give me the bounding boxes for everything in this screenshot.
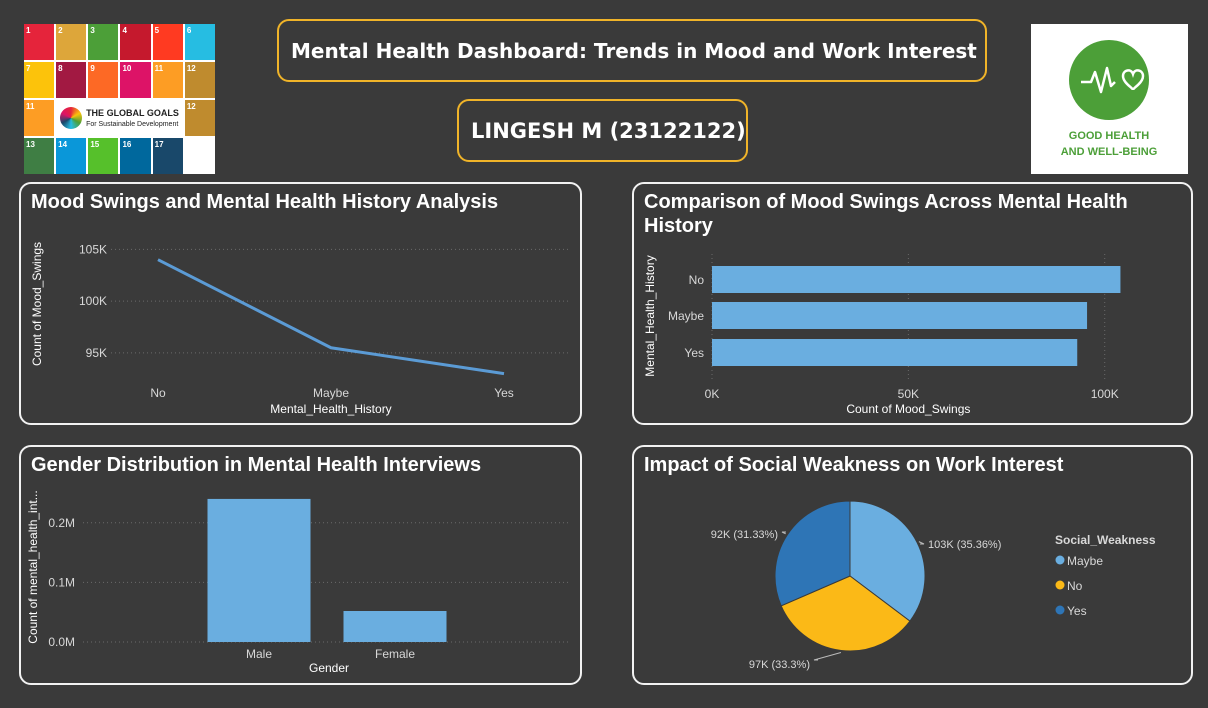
y-tick-label: 95K [86,346,107,360]
good-health-line1: GOOD HEALTH [1069,130,1150,142]
x-tick-label: Yes [494,386,514,400]
x-tick-label: Maybe [313,386,349,400]
sdg-wheel-icon [60,107,83,129]
gender-chart-title: Gender Distribution in Mental Health Int… [31,454,482,476]
sdg-goals-logo: 1 2 3 4 5 6 7 8 9 10 11 12 11 THE GLOBAL GOALS For Sus… [24,24,215,174]
legend-item: Maybe [1067,554,1103,568]
sdg-tile-filler [184,138,215,174]
sdg-tile-9: 9 [88,62,119,98]
hbar-chart-title: Comparison of Mood Swings Across Mental … [644,191,1128,237]
bar [712,266,1121,293]
pie-slice [849,500,926,622]
pie-chart: 103K (35.36%) 97K (33.3%) 92K (31.33%) Soci… [711,500,1156,671]
x-tick-label: 50K [898,387,919,401]
line-chart: 95K 100K 105K No Maybe Yes Mental_Health_Histo… [30,242,571,416]
y-axis-label: Count of mental_health_int... [26,490,40,643]
legend-item: No [1067,579,1083,593]
y-tick-label: No [689,273,705,287]
y-tick-label: Maybe [668,309,704,323]
sdg-tile-14: 14 [56,138,87,174]
y-tick-label: 105K [79,242,107,256]
legend-title: Social_Weakness [1055,533,1156,547]
sdg-tile-12: 12 [184,62,215,98]
sdg-tile-15: 15 [88,138,119,174]
sdg-tile-16: 16 [120,138,151,174]
pie-chart-title: Impact of Social Weakness on Work Intere… [644,454,1064,476]
pie-leader-line [918,541,925,545]
pie-data-label: 97K (33.3%) [749,659,810,671]
pie-chart-panel: Impact of Social Weakness on Work Intere… [632,445,1193,685]
sdg-tile-12: 12 [184,100,215,136]
x-tick-label: Male [246,647,272,661]
legend-marker [1055,555,1065,565]
sdg-tile-17: 17 [152,138,183,174]
sdg-tile-7: 7 [24,62,55,98]
bar [712,302,1088,329]
legend-marker [1055,580,1065,590]
author-box: LINGESH M (23122122) [457,99,748,162]
x-tick-label: Female [375,647,415,661]
pie-leader-line [781,531,786,535]
bar [712,339,1078,366]
y-tick-label: 0.2M [48,516,75,530]
x-axis-label: Gender [309,661,349,675]
line-chart-panel: Mood Swings and Mental Health History An… [19,182,582,425]
sdg-tile-11: 11 [152,62,183,98]
y-tick-label: 0.0M [48,635,75,649]
pie-data-label: 92K (31.33%) [711,529,778,541]
dashboard-title-box: Mental Health Dashboard: Trends in Mood … [277,19,987,82]
hbar-chart: 0K 50K 100K No Maybe Yes Count of Mood_Swings M… [643,254,1121,416]
pie-data-label: 103K (35.36%) [928,539,1001,551]
y-tick-label: 100K [79,294,107,308]
hbar-chart-panel: Comparison of Mood Swings Across Mental … [632,182,1193,425]
good-health-logo: GOOD HEALTH AND WELL-BEING [1031,24,1188,174]
pie-slice [774,500,851,607]
sdg-tile-10: 10 [120,62,151,98]
gender-bar-chart: 0.0M 0.1M 0.2M Male Female Gender Count of men… [26,490,571,675]
x-axis-label: Count of Mood_Swings [846,402,970,416]
sdg-tile-6: 6 [184,24,215,60]
line-chart-title: Mood Swings and Mental Health History An… [31,191,499,213]
sdg-tile-2: 2 [56,24,87,60]
pie-slice [780,575,911,652]
legend-marker [1055,605,1065,615]
sdg-wheel-text: THE GLOBAL GOALS [86,108,179,118]
y-tick-label: 0.1M [48,575,75,589]
bar [207,498,311,642]
x-tick-label: No [150,386,166,400]
good-health-line2: AND WELL-BEING [1061,146,1158,158]
sdg-tile-3: 3 [88,24,119,60]
y-axis-label: Mental_Health_History [643,255,657,376]
sdg-tile-5: 5 [152,24,183,60]
gender-chart-panel: Gender Distribution in Mental Health Int… [19,445,582,685]
sdg-tile-8: 8 [56,62,87,98]
y-axis-label: Count of Mood_Swings [30,242,44,366]
sdg-tile-1: 1 [24,24,55,60]
bar [343,611,447,642]
dashboard-title: Mental Health Dashboard: Trends in Mood … [291,38,977,63]
sdg-tile-4: 4 [120,24,151,60]
pie-leader-line [813,651,842,661]
line-series [157,258,505,376]
legend-item: Yes [1067,604,1087,618]
sdg-tile-13: 13 [24,138,55,174]
author-name: LINGESH M (23122122) [471,118,746,143]
sdg-center-logo: THE GLOBAL GOALS For Sustainable Developm… [56,100,183,136]
sdg-tile-11: 11 [24,100,55,136]
x-tick-label: 100K [1091,387,1119,401]
x-tick-label: 0K [705,387,720,401]
sdg-wheel-sub: For Sustainable Development [86,121,179,128]
y-tick-label: Yes [684,346,704,360]
x-axis-label: Mental_Health_History [270,402,391,416]
good-health-icon: GOOD HEALTH AND WELL-BEING [1061,40,1158,158]
